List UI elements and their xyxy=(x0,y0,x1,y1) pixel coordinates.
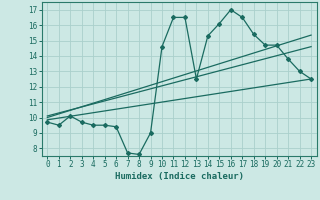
X-axis label: Humidex (Indice chaleur): Humidex (Indice chaleur) xyxy=(115,172,244,181)
